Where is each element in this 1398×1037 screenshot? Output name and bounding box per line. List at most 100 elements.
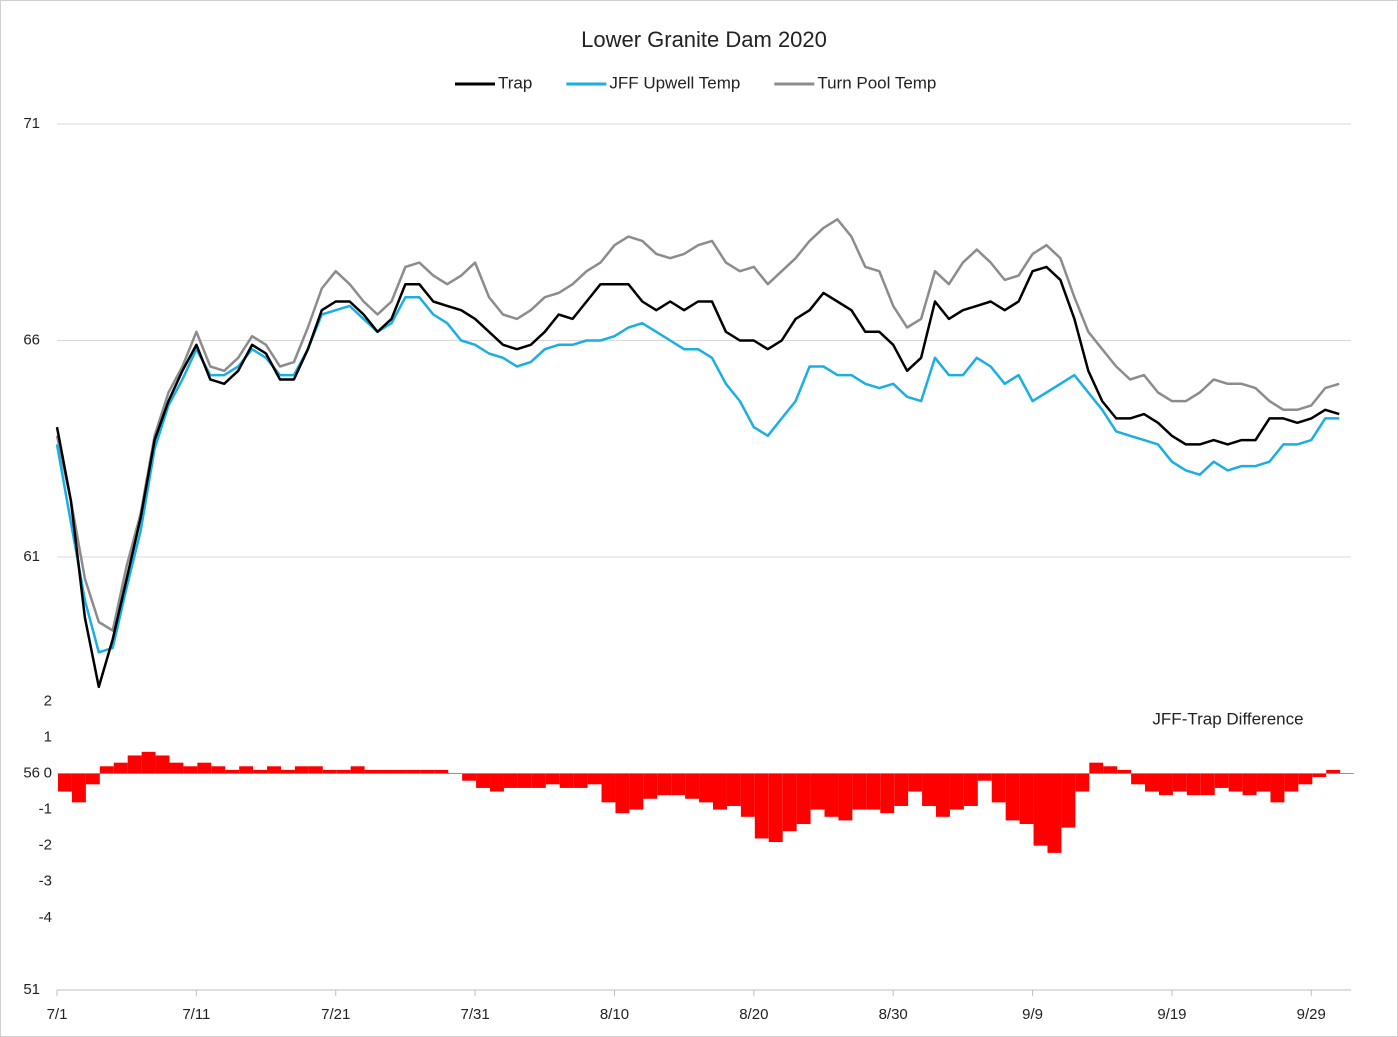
- difference-bar: [197, 762, 212, 774]
- difference-bar: [1089, 762, 1104, 774]
- difference-bar: [322, 769, 337, 774]
- difference-bar: [615, 773, 630, 814]
- difference-bar: [1326, 769, 1341, 774]
- difference-bar: [85, 773, 100, 785]
- difference-bar: [141, 751, 156, 774]
- difference-bar: [1284, 773, 1299, 792]
- x-tick-label: 7/11: [182, 1006, 210, 1023]
- difference-bar: [1270, 773, 1285, 803]
- difference-bar: [155, 755, 170, 774]
- difference-bar: [378, 769, 393, 774]
- series-line: [55, 265, 1340, 689]
- difference-bar: [531, 773, 546, 788]
- difference-bar: [643, 773, 658, 799]
- difference-bar: [545, 773, 560, 785]
- difference-bar: [908, 773, 923, 792]
- difference-bar: [503, 773, 518, 788]
- difference-bar: [768, 773, 783, 843]
- difference-bar: [211, 766, 226, 774]
- difference-bar: [1172, 773, 1187, 792]
- x-tick-label: 7/31: [460, 1006, 489, 1023]
- difference-bar: [796, 773, 811, 825]
- difference-bar: [963, 773, 978, 806]
- difference-bar: [671, 773, 686, 796]
- difference-bar: [364, 769, 379, 774]
- difference-bar: [1158, 773, 1173, 796]
- y-tick-label: 66: [23, 331, 40, 348]
- difference-bar: [824, 773, 839, 817]
- x-tick-label: 8/20: [739, 1006, 768, 1023]
- difference-bar: [685, 773, 700, 799]
- difference-bar: [1242, 773, 1257, 796]
- difference-bar: [1256, 773, 1271, 792]
- y2-tick-label: -2: [39, 837, 52, 854]
- difference-bar: [977, 773, 992, 781]
- difference-bar: [573, 773, 588, 788]
- y2-tick-label: -3: [39, 873, 52, 890]
- y-tick-label: 61: [23, 548, 40, 565]
- y-tick-label: 71: [23, 115, 40, 132]
- difference-bar: [1061, 773, 1076, 828]
- difference-bar: [99, 766, 114, 774]
- difference-bar: [225, 769, 240, 774]
- y2-tick-label: 0: [44, 764, 52, 781]
- difference-bar: [350, 766, 365, 774]
- difference-bar: [838, 773, 853, 821]
- legend-label: JFF Upwell Temp: [609, 73, 740, 92]
- difference-bar: [894, 773, 909, 806]
- x-tick-label: 7/21: [321, 1006, 350, 1023]
- x-tick-label: 9/29: [1297, 1006, 1326, 1023]
- difference-bar: [1103, 766, 1118, 774]
- difference-bar: [1214, 773, 1229, 788]
- y2-tick-label: -4: [39, 909, 52, 926]
- series-line: [55, 218, 1340, 632]
- x-tick-label: 9/19: [1157, 1006, 1186, 1023]
- difference-bar: [713, 773, 727, 810]
- chart-title: Lower Granite Dam 2020: [581, 27, 827, 52]
- legend-label: Trap: [498, 73, 532, 92]
- difference-bar: [880, 773, 895, 814]
- difference-bar: [127, 755, 142, 774]
- difference-bar: [866, 773, 881, 810]
- difference-bar: [448, 773, 463, 774]
- difference-bar: [1298, 773, 1313, 785]
- difference-bar: [559, 773, 574, 788]
- difference-bar: [434, 769, 449, 774]
- difference-bar: [726, 773, 741, 806]
- y2-tick-label: 2: [44, 692, 52, 709]
- difference-bar: [1117, 769, 1132, 774]
- difference-bar: [1312, 773, 1327, 778]
- y2-tick-label: -1: [39, 801, 52, 818]
- difference-bar: [169, 762, 184, 774]
- difference-bar: [462, 773, 477, 781]
- x-tick-label: 9/9: [1022, 1006, 1043, 1023]
- difference-bar: [71, 773, 86, 803]
- difference-bar: [253, 769, 268, 774]
- difference-bar: [183, 766, 198, 774]
- y-tick-label: 51: [23, 981, 40, 998]
- difference-bar: [58, 773, 72, 792]
- difference-bar: [782, 773, 797, 832]
- difference-bar: [294, 766, 309, 774]
- difference-bar: [699, 773, 714, 803]
- difference-bar: [308, 766, 323, 774]
- difference-bar: [476, 773, 491, 788]
- difference-bar: [1075, 773, 1090, 792]
- difference-bar: [740, 773, 755, 817]
- difference-bar: [949, 773, 964, 810]
- difference-bar: [587, 773, 602, 785]
- y-tick-label: 56: [23, 764, 40, 781]
- difference-bar: [1145, 773, 1159, 792]
- difference-bar: [420, 769, 435, 774]
- difference-bar: [601, 773, 616, 803]
- x-tick-label: 8/30: [879, 1006, 908, 1023]
- difference-bar: [852, 773, 867, 810]
- difference-bar: [991, 773, 1006, 803]
- difference-bar: [1340, 773, 1355, 774]
- difference-bar: [239, 766, 254, 774]
- difference-bar: [1200, 773, 1215, 796]
- difference-bar: [406, 769, 421, 774]
- series-annotation: JFF-Trap Difference: [1152, 709, 1303, 728]
- difference-bar: [392, 769, 407, 774]
